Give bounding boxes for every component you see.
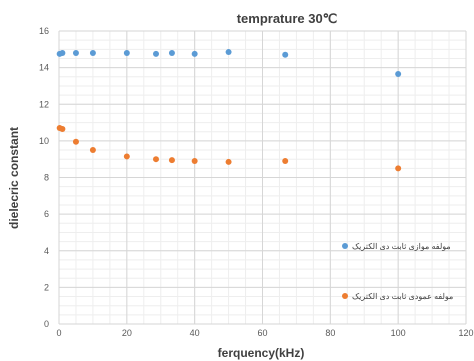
legend-marker-perpendicular [342, 293, 348, 299]
y-tick-label: 16 [39, 26, 49, 36]
data-point [192, 51, 198, 57]
legend: مولفه موازی ثابت دی الکتریک مولفه عمودی … [342, 242, 453, 301]
data-point [59, 50, 65, 56]
x-tick-label: 20 [122, 328, 132, 338]
data-point [90, 50, 96, 56]
data-point [73, 139, 79, 145]
data-point [90, 147, 96, 153]
x-tick-label: 100 [391, 328, 406, 338]
x-tick-label: 80 [325, 328, 335, 338]
x-tick-label: 120 [458, 328, 473, 338]
data-point [395, 71, 401, 77]
legend-label-parallel: مولفه موازی ثابت دی الکتریک [352, 242, 451, 251]
y-tick-label: 6 [44, 209, 49, 219]
data-point [282, 158, 288, 164]
legend-entry-perpendicular: مولفه عمودی ثابت دی الکتریک [342, 292, 453, 301]
data-point [169, 50, 175, 56]
x-tick-label: 60 [257, 328, 267, 338]
y-tick-labels: 0 2 4 6 8 10 12 14 16 [39, 26, 49, 329]
x-tick-labels: 0 20 40 60 80 100 120 [56, 328, 473, 338]
y-tick-label: 0 [44, 319, 49, 329]
legend-marker-parallel [342, 243, 348, 249]
data-point [226, 159, 232, 165]
y-tick-label: 12 [39, 99, 49, 109]
legend-entry-parallel: مولفه موازی ثابت دی الکتریک [342, 242, 451, 251]
data-point [192, 158, 198, 164]
y-axis-title: dielecric constant [7, 127, 21, 229]
y-tick-label: 8 [44, 173, 49, 183]
y-tick-label: 4 [44, 246, 49, 256]
data-point [226, 49, 232, 55]
chart-title: temprature 30℃ [237, 11, 338, 26]
data-point [153, 51, 159, 57]
major-gridlines [59, 31, 466, 324]
data-point [59, 126, 65, 132]
y-tick-label: 14 [39, 63, 49, 73]
data-point [124, 50, 130, 56]
legend-label-perpendicular: مولفه عمودی ثابت دی الکتریک [352, 292, 453, 301]
y-tick-label: 2 [44, 282, 49, 292]
data-point [169, 157, 175, 163]
data-point [153, 156, 159, 162]
x-tick-label: 0 [56, 328, 61, 338]
data-point [395, 165, 401, 171]
x-axis-title: ferquency(kHz) [218, 346, 305, 360]
x-tick-label: 40 [190, 328, 200, 338]
data-point [73, 50, 79, 56]
y-tick-label: 10 [39, 136, 49, 146]
data-point [282, 52, 288, 58]
data-point [124, 153, 130, 159]
